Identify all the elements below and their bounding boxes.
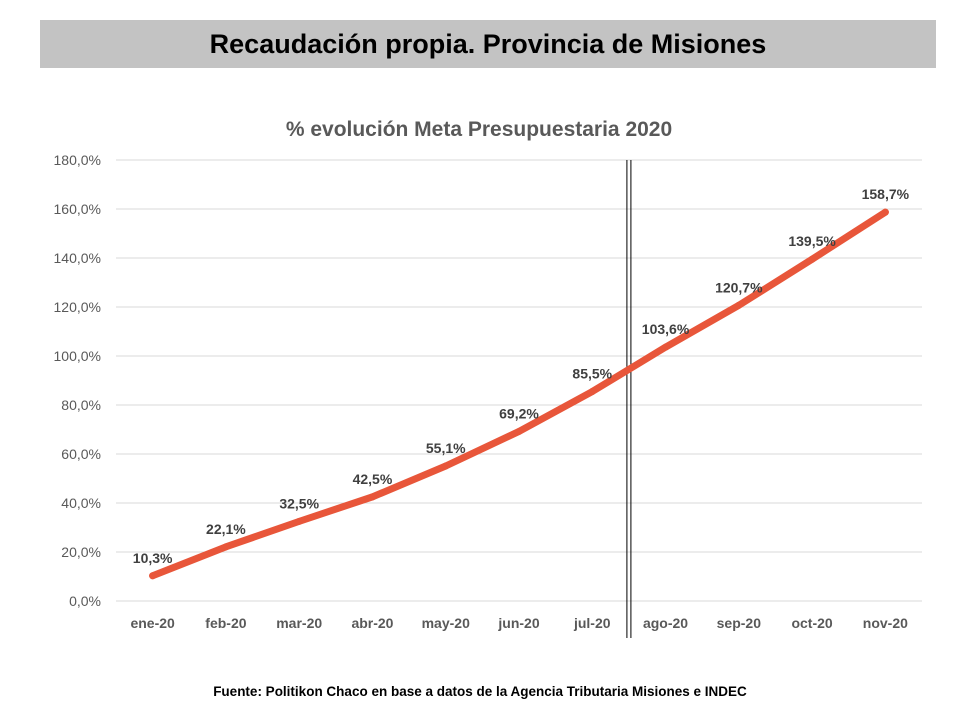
x-tick-label: may-20 [422, 615, 470, 631]
x-tick-label: mar-20 [276, 615, 322, 631]
y-tick-label: 40,0% [61, 495, 101, 511]
x-tick-label: abr-20 [351, 615, 393, 631]
data-label: 69,2% [499, 405, 539, 421]
x-tick-label: sep-20 [717, 615, 762, 631]
data-point [662, 343, 670, 351]
y-tick-label: 120,0% [54, 299, 101, 315]
y-tick-label: 0,0% [69, 593, 101, 609]
data-label: 139,5% [788, 233, 836, 249]
data-point [881, 208, 889, 216]
x-tick-label: oct-20 [791, 615, 832, 631]
data-label: 55,1% [426, 440, 466, 456]
x-tick-label: ene-20 [130, 615, 175, 631]
data-label: 10,3% [133, 550, 173, 566]
series-line [149, 208, 889, 580]
data-point [808, 255, 816, 263]
data-label: 85,5% [572, 366, 612, 382]
data-point [295, 517, 303, 525]
data-point [735, 301, 743, 309]
x-tick-label: ago-20 [643, 615, 688, 631]
data-label: 120,7% [715, 279, 763, 295]
data-point [588, 388, 596, 396]
x-tick-label: feb-20 [205, 615, 246, 631]
y-tick-label: 20,0% [61, 544, 101, 560]
source-note: Fuente: Politikon Chaco en base a datos … [213, 684, 747, 699]
chart-title: % evolución Meta Presupuestaria 2020 [286, 118, 672, 141]
y-tick-label: 140,0% [54, 250, 101, 266]
data-point [368, 493, 376, 501]
y-tick-label: 80,0% [61, 397, 101, 413]
x-tick-label: jun-20 [497, 615, 539, 631]
data-point [515, 427, 523, 435]
data-label: 22,1% [206, 521, 246, 537]
data-point [149, 572, 157, 580]
x-tick-label: jul-20 [573, 615, 611, 631]
y-tick-label: 100,0% [54, 348, 101, 364]
y-tick-label: 180,0% [54, 152, 101, 168]
data-point [442, 462, 450, 470]
y-tick-label: 160,0% [54, 201, 101, 217]
title-bar: Recaudación propia. Provincia de Misione… [40, 20, 936, 68]
y-tick-label: 60,0% [61, 446, 101, 462]
data-label: 158,7% [862, 186, 910, 202]
data-label: 32,5% [279, 495, 319, 511]
data-label: 103,6% [642, 321, 690, 337]
data-label: 42,5% [353, 471, 393, 487]
page-title: Recaudación propia. Provincia de Misione… [209, 28, 767, 59]
x-tick-label: nov-20 [863, 615, 908, 631]
data-point [222, 543, 230, 551]
